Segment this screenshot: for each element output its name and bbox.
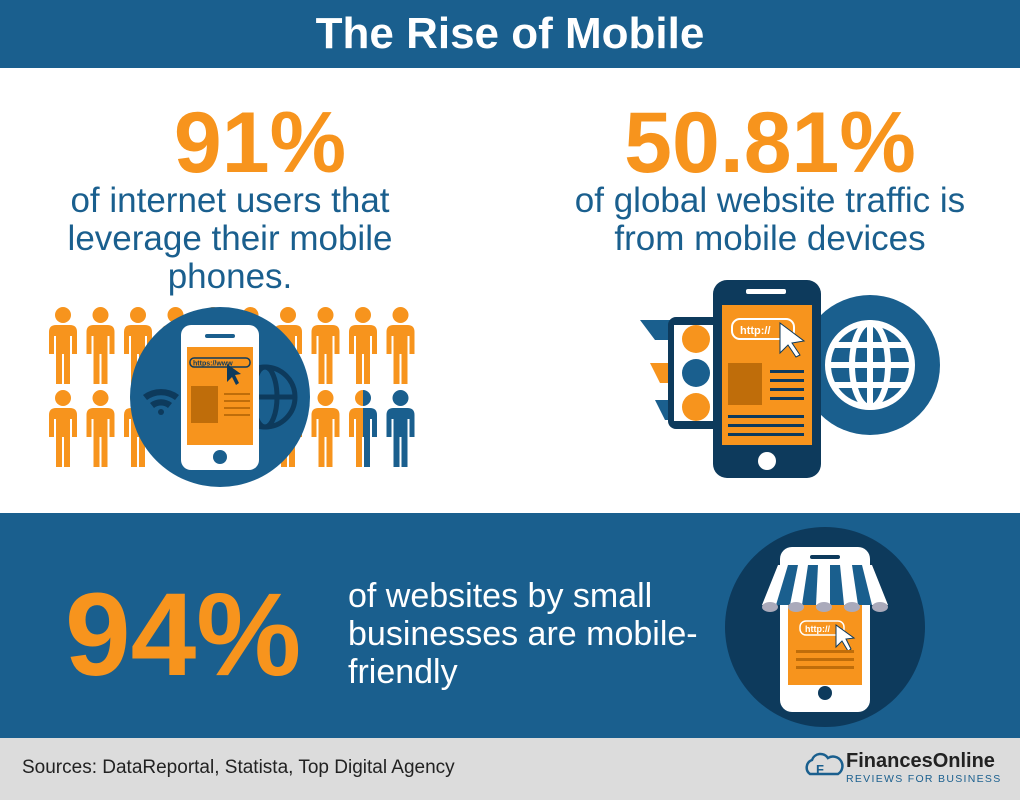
person-icon [311,307,340,384]
person-icon [349,307,377,384]
storefront-phone-illustration: http:// [725,527,925,727]
person-icon [386,307,415,384]
page-title: The Rise of Mobile [0,0,1020,68]
financesonline-logo-icon: F [805,752,844,777]
person-icon [386,390,415,467]
sources-text: Sources: DataReportal, Statista, Top Dig… [22,757,455,778]
people-grid-illustration: https://www [49,307,415,487]
url-text: http:// [740,325,771,337]
person-icon [86,307,115,384]
person-icon [349,390,377,467]
stat-91-text: of internet users that leverage their mo… [67,181,393,296]
svg-text:https://www: https://www [193,361,233,368]
brand-tagline: REVIEWS FOR BUSINESS [846,773,1002,785]
stat-5081-value: 50.81% [624,95,916,191]
footer [0,738,1020,800]
person-icon [311,390,340,467]
brand-name: FinancesOnline [846,750,995,772]
svg-text:F: F [816,762,824,777]
person-icon [86,390,115,467]
phone-icon: https://www [130,307,310,487]
person-icon [49,390,77,467]
stat-94-text: of websites by small businesses are mobi… [348,577,698,691]
mobile-traffic-illustration: http:// [640,280,940,478]
person-icon [49,307,77,384]
wifi-icon [143,389,179,415]
url-text: http:// [805,624,830,634]
stat-5081-text: of global website traffic is from mobile… [574,181,966,258]
stat-91-value: 91% [173,95,347,191]
stat-94-value: 94% [65,569,302,701]
